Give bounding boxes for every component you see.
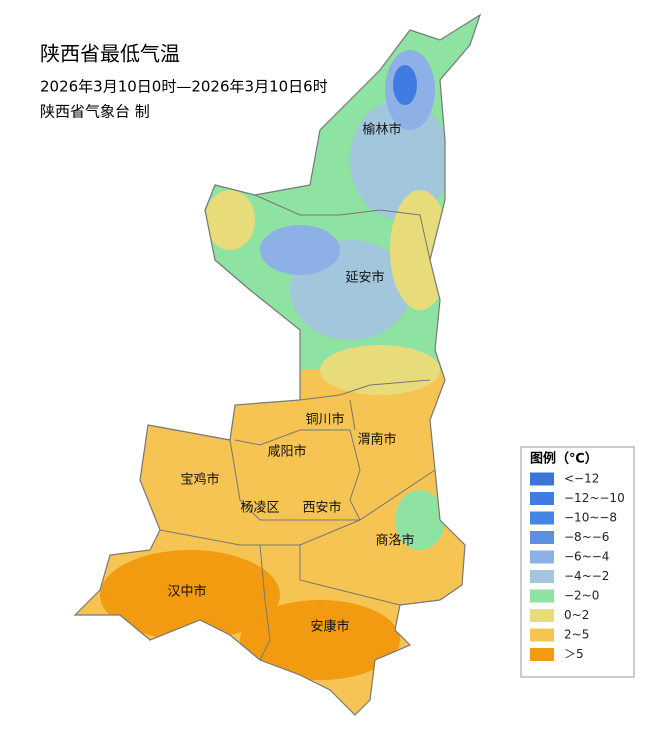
legend-swatch (530, 492, 554, 505)
legend-swatch (530, 648, 554, 661)
legend-swatch (530, 511, 554, 525)
subtitle: 2026年3月10日0时—2026年3月10日6时 (40, 78, 328, 96)
temperature-zone (395, 490, 445, 550)
legend-label: −8~−6 (564, 530, 609, 544)
temperature-zone (100, 550, 280, 640)
city-label: 渭南市 (357, 432, 396, 448)
title: 陕西省最低气温 (40, 42, 180, 66)
city-label: 杨凌区 (240, 501, 279, 516)
legend-label: −10~−8 (564, 511, 617, 525)
temperature-zone (350, 100, 450, 220)
legend-label: ＞5 (564, 647, 584, 661)
city-label: 榆林市 (362, 122, 401, 138)
legend-label: −12~−10 (564, 491, 625, 505)
legend-title: 图例（℃） (530, 451, 598, 467)
province-border (73, 13, 482, 716)
legend-swatch (530, 531, 554, 544)
legend-label: <−12 (564, 472, 599, 486)
legend-swatch (530, 550, 554, 564)
legend-label: −6~−4 (564, 550, 609, 564)
temperature-zone (390, 190, 450, 310)
city-label: 西安市 (302, 500, 341, 516)
city-label: 汉中市 (167, 584, 206, 600)
legend-swatch (530, 609, 554, 622)
city-borders (159, 194, 436, 661)
legend-label: −4~−2 (564, 569, 609, 583)
legend-swatch (530, 628, 554, 642)
legend-label: 2~5 (564, 628, 589, 642)
city-label: 宝鸡市 (180, 472, 219, 488)
temperature-zone (260, 225, 340, 275)
legend-label: 0~2 (564, 608, 589, 622)
city-label: 商洛市 (375, 533, 414, 549)
temperature-zone (240, 600, 400, 680)
legend-swatch (530, 589, 554, 603)
city-label: 延安市 (345, 270, 384, 286)
temperature-zone (205, 190, 255, 250)
city-label: 安康市 (310, 619, 349, 635)
city-label: 咸阳市 (267, 444, 306, 460)
legend-swatch (530, 472, 554, 486)
legend-swatch (530, 570, 554, 583)
publisher: 陕西省气象台 制 (40, 103, 150, 121)
legend-label: −2~0 (564, 589, 599, 603)
temperature-zone (393, 65, 417, 105)
temperature-zone (320, 345, 440, 395)
city-label: 铜川市 (305, 412, 344, 428)
